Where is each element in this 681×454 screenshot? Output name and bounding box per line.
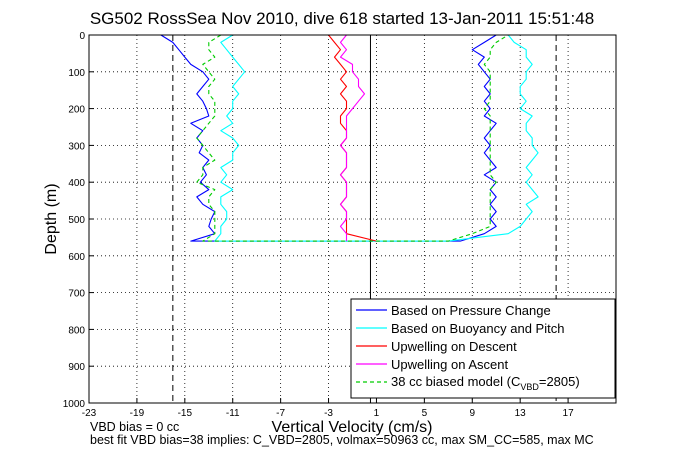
legend-label-pressure: Based on Pressure Change <box>391 303 551 318</box>
data-lines <box>160 34 539 242</box>
y-tick-label: 100 <box>68 68 85 79</box>
series-line-ascent <box>339 34 366 242</box>
y-tick-label: 500 <box>68 215 85 226</box>
x-tick-label: 13 <box>515 408 527 419</box>
y-tick-label: 600 <box>68 252 85 263</box>
y-tick-label: 0 <box>79 31 85 42</box>
y-axis-label: Depth (m) <box>43 183 60 254</box>
x-tick-label: -7 <box>276 408 285 419</box>
chart-title: SG502 RossSea Nov 2010, dive 618 started… <box>90 9 594 28</box>
legend-label-buoyancy: Based on Buoyancy and Pitch <box>391 321 564 336</box>
y-tick-label: 300 <box>68 141 85 152</box>
legend-label-model: 38 cc biased model (CVBD=2805) <box>391 374 580 392</box>
y-tick-labels: 0 100 200 300 400 500 600 700 800 900 1000 <box>63 31 86 410</box>
x-tick-label: 17 <box>563 408 575 419</box>
y-tick-label: 400 <box>68 178 85 189</box>
x-axis-label: Vertical Velocity (cm/s) <box>272 419 433 436</box>
y-tick-label: 700 <box>68 289 85 300</box>
legend-label-ascent: Upwelling on Ascent <box>391 357 508 372</box>
grid-lines <box>88 34 616 404</box>
x-tick-label: -3 <box>324 408 333 419</box>
x-tick-label: -11 <box>226 408 240 419</box>
series-line-buoyancy <box>214 34 539 242</box>
y-tick-label: 900 <box>68 362 85 373</box>
footer-line-2: best fit VBD bias=38 implies: C_VBD=2805… <box>90 433 594 447</box>
x-tick-label: -15 <box>178 408 193 419</box>
legend-box <box>350 298 616 399</box>
y-tick-label: 1000 <box>63 399 86 410</box>
plot-frame <box>88 34 617 404</box>
x-tick-label: -19 <box>130 408 145 419</box>
footer-line-1: VBD bias = 0 cc <box>90 420 179 434</box>
x-tick-label: -23 <box>82 408 97 419</box>
x-tick-labels: -23 -19 -15 -11 -7 -3 1 5 9 13 17 <box>82 408 574 419</box>
y-tick-label: 200 <box>68 105 85 116</box>
x-tick-label: 1 <box>374 408 380 419</box>
legend-label-descent: Upwelling on Descent <box>391 339 517 354</box>
legend: Based on Pressure Change Based on Buoyan… <box>350 298 616 399</box>
series-line-model <box>196 34 509 242</box>
x-tick-label: 9 <box>469 408 475 419</box>
y-tick-label: 800 <box>68 325 85 336</box>
x-tick-label: 5 <box>422 408 428 419</box>
